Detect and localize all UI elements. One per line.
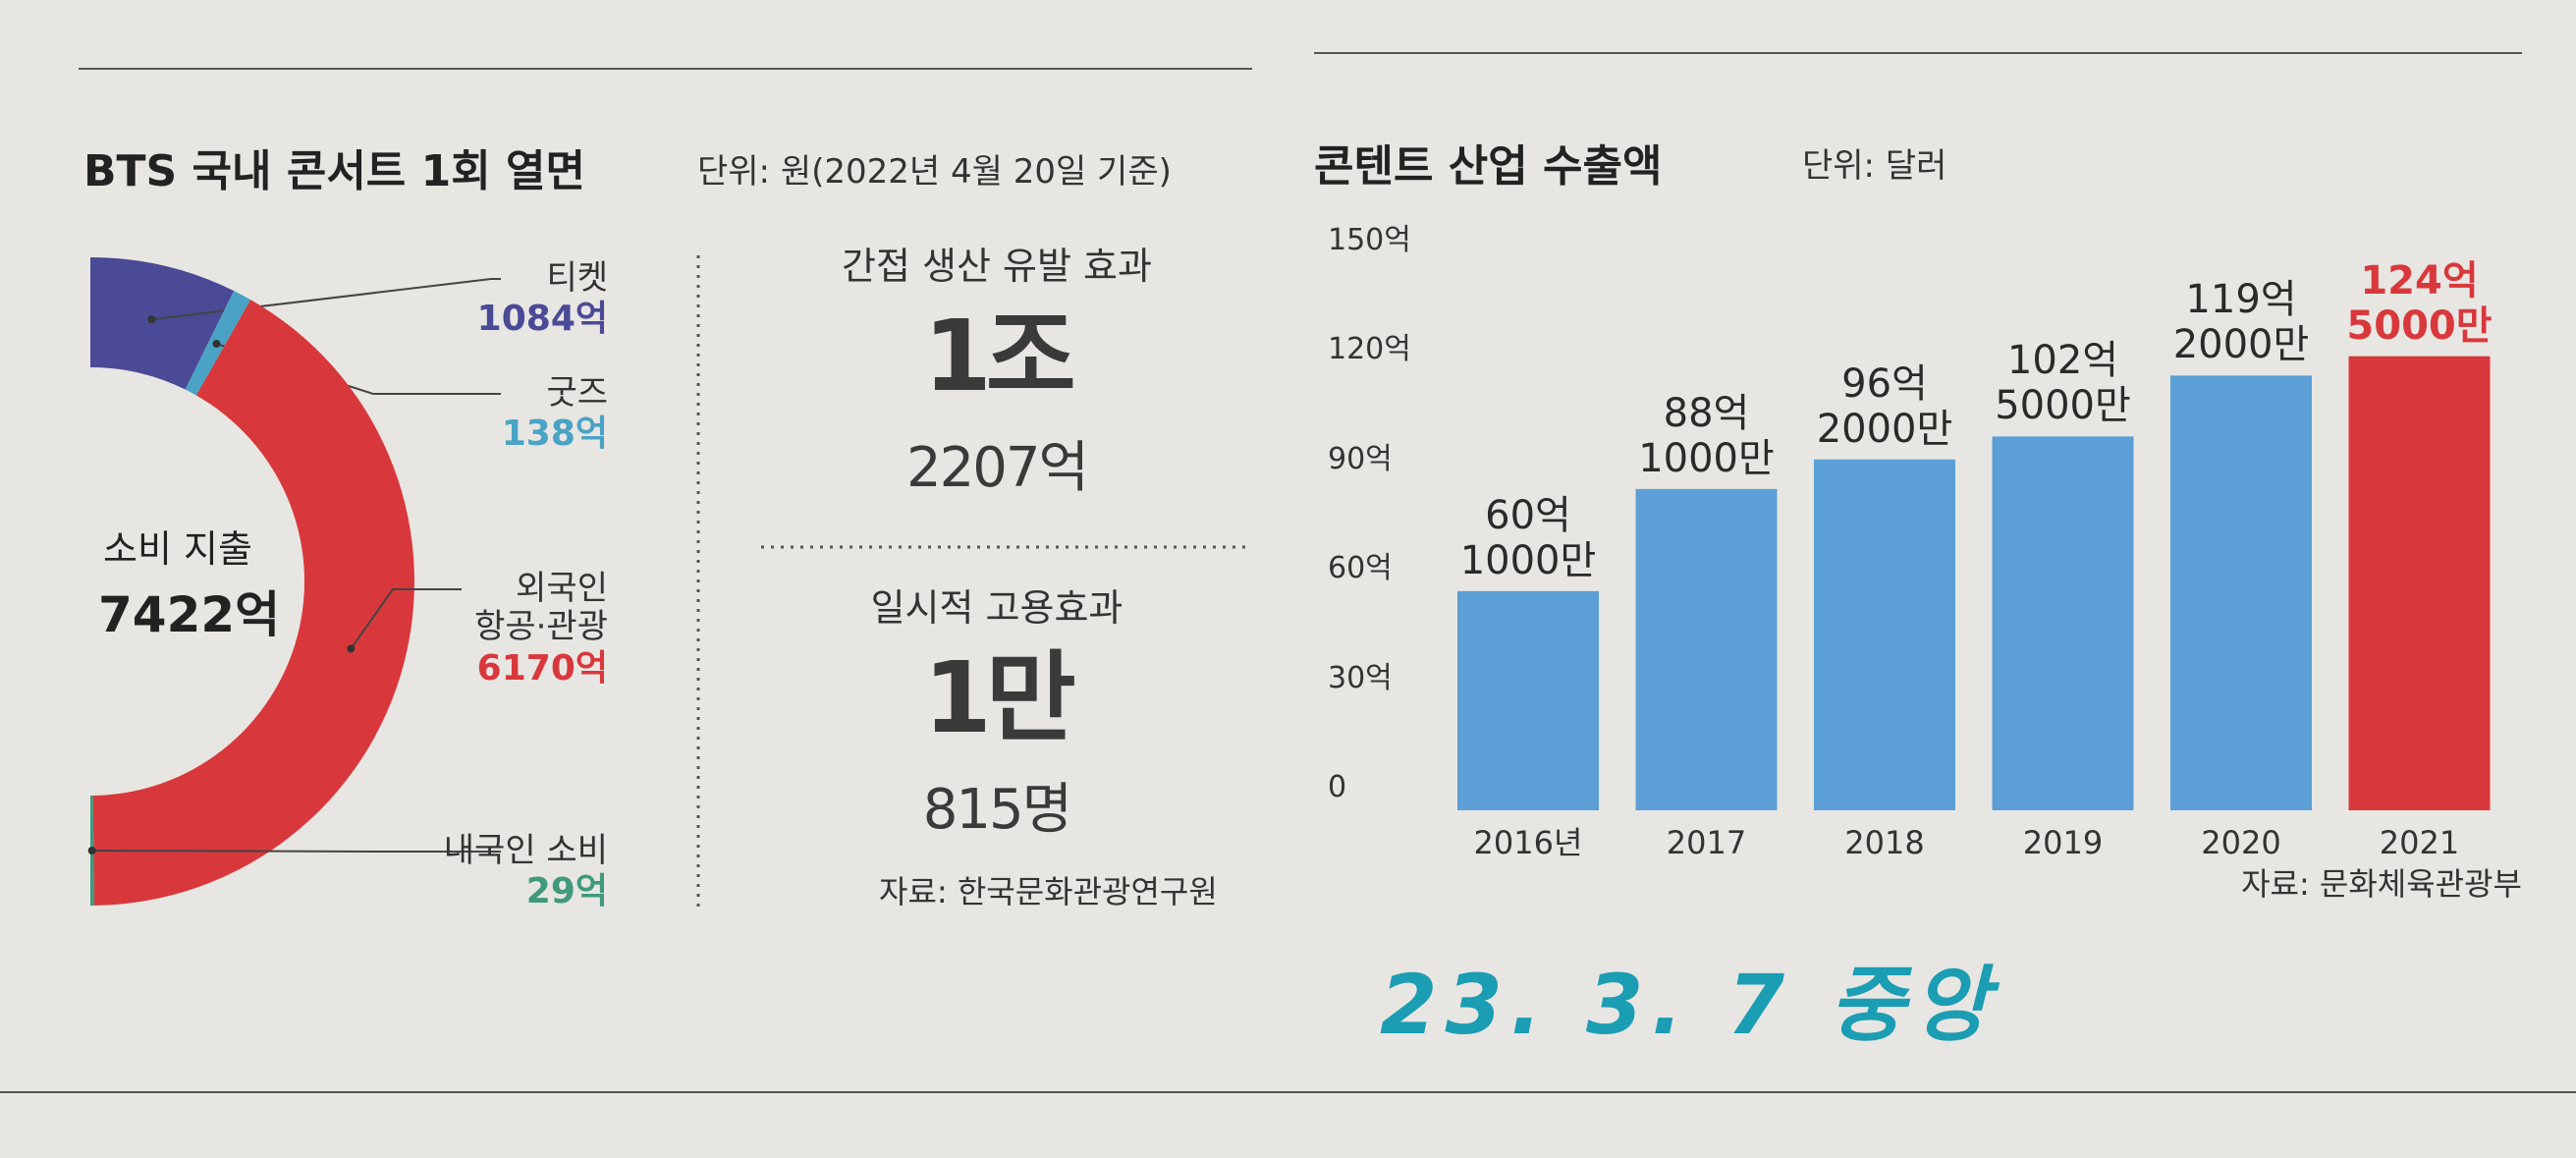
leader-dot: [347, 644, 356, 653]
x-tick-label: 2019: [2022, 824, 2104, 861]
value-label: 60억 1000만: [1459, 492, 1597, 583]
chart-title: BTS 국내 콘서트 1회 열면: [83, 146, 585, 196]
stat-small: 815명: [922, 778, 1072, 842]
value-label: 102억 5000만: [1995, 338, 2131, 429]
chart-subtitle: 단위: 원(2022년 4월 20일 기준): [697, 152, 1172, 192]
leader-dot: [87, 846, 96, 855]
x-tick-label: 2018: [1844, 824, 1925, 861]
y-tick-label: 0: [1328, 770, 1347, 804]
bar: [2170, 375, 2312, 810]
value-label: 124억 5000만: [2346, 257, 2493, 349]
x-tick-label: 2021: [2379, 824, 2460, 861]
x-tick-label: 2017: [1666, 824, 1747, 861]
stat-big: 1만: [923, 640, 1076, 755]
leader-line: [91, 849, 501, 853]
leader-dot: [212, 339, 221, 348]
category-label: 내국인 소비: [443, 831, 608, 870]
leader-line: [151, 278, 501, 321]
donut-segment: [90, 257, 235, 390]
x-tick-label: 2016년: [1473, 824, 1583, 861]
value-label: 119억 2000만: [2172, 277, 2310, 368]
value-label: 6170억: [476, 648, 608, 689]
leader-dot: [147, 315, 156, 324]
bar: [1635, 488, 1778, 810]
x-tick-label: 2020: [2201, 824, 2281, 861]
source: 자료: 한국문화관광연구원: [879, 873, 1218, 910]
category-label: 굿즈: [546, 373, 608, 413]
value-label: 138억: [501, 414, 608, 454]
value-label: 29억: [525, 871, 608, 911]
value-label: 96억 2000만: [1816, 360, 1953, 452]
handwriting: 23. 3. 7 중앙: [1380, 957, 1997, 1053]
source: 자료: 문화체육관광부: [2241, 865, 2522, 903]
value-label: 1084억: [476, 299, 608, 339]
bar: [2348, 356, 2491, 810]
donut-segment: [92, 300, 415, 906]
y-tick-label: 90억: [1328, 441, 1393, 476]
stat-label: 일시적 고용효과: [870, 586, 1124, 630]
bar: [1457, 590, 1599, 810]
value-label: 88억 1000만: [1638, 390, 1775, 481]
category-label: 외국인 항공·관광: [474, 569, 608, 647]
center-value: 7422억: [98, 586, 281, 643]
bar: [1992, 436, 2134, 810]
y-tick-label: 150억: [1328, 223, 1411, 257]
stat-small: 2207억: [905, 436, 1089, 500]
stat-big: 1조: [923, 299, 1076, 414]
bar: [1814, 459, 1955, 810]
category-label: 티켓: [546, 258, 608, 298]
y-tick-label: 30억: [1328, 660, 1393, 695]
y-tick-label: 120억: [1328, 332, 1411, 367]
center-label: 소비 지출: [103, 527, 252, 571]
leader-line: [350, 588, 462, 650]
chart-title: 콘텐트 산업 수출액: [1314, 141, 1663, 192]
y-tick-label: 60억: [1328, 551, 1393, 586]
chart-subtitle: 단위: 달러: [1802, 146, 1947, 186]
stat-label: 간접 생산 유발 효과: [842, 245, 1152, 288]
